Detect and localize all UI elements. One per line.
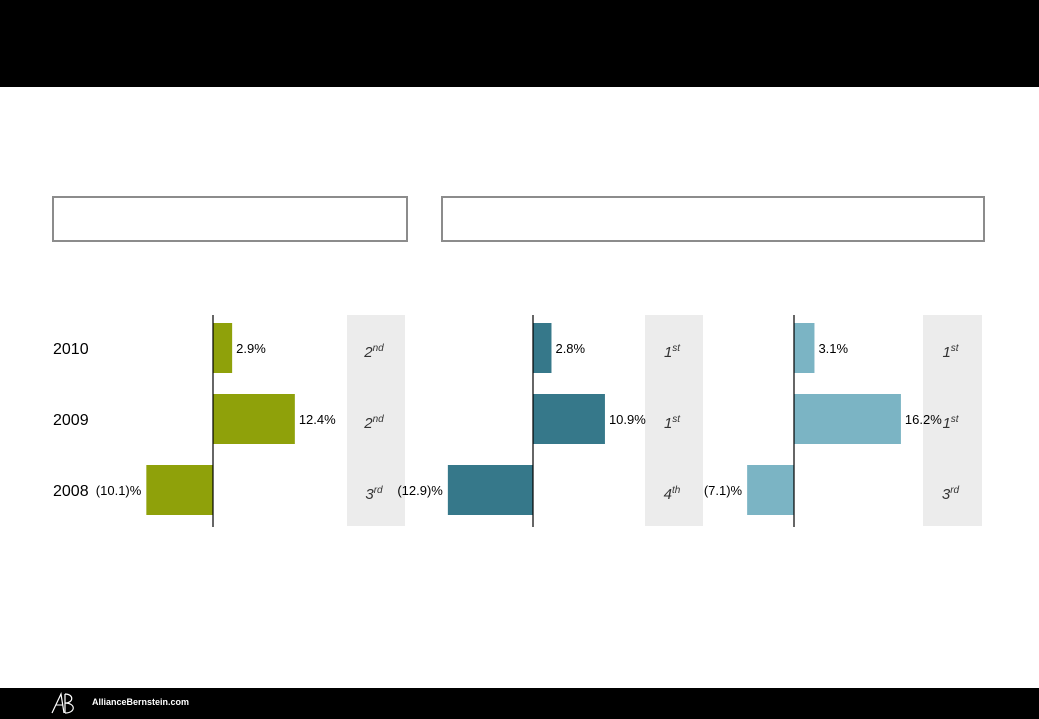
bar [213, 394, 295, 444]
data-label: (7.1)% [704, 483, 743, 498]
footer-bar: AllianceBernstein.com [0, 688, 1039, 719]
bar [533, 394, 605, 444]
rank-suffix: rd [950, 485, 959, 496]
bar [146, 465, 213, 515]
category-label: 2009 [53, 412, 89, 429]
data-label: 12.4% [299, 412, 336, 427]
data-label: 2.9% [236, 341, 266, 356]
bar [747, 465, 794, 515]
data-label: 3.1% [818, 341, 848, 356]
rank-suffix: st [672, 343, 681, 354]
data-label: 10.9% [609, 412, 646, 427]
bar [447, 465, 533, 515]
header-box-right [441, 196, 985, 242]
alliancebernstein-logo-icon [51, 692, 74, 714]
rank-suffix: th [672, 485, 681, 496]
category-label: 2010 [53, 341, 89, 358]
rank-suffix: nd [373, 414, 385, 425]
bar [213, 323, 233, 373]
data-label: (10.1)% [96, 483, 142, 498]
rank-suffix: nd [373, 343, 385, 354]
rank-suffix: rd [374, 485, 383, 496]
rank-panel-bg [645, 315, 703, 526]
rank-panel-bg [347, 315, 405, 526]
data-label: 16.2% [905, 412, 942, 427]
top-banner [0, 0, 1039, 87]
data-label: 2.8% [555, 341, 585, 356]
footer-site-link[interactable]: AllianceBernstein.com [92, 697, 190, 707]
header-box-left [52, 196, 408, 242]
category-label: 2008 [53, 483, 89, 500]
bar [794, 394, 901, 444]
rank-suffix: st [951, 343, 960, 354]
data-label: (12.9)% [397, 483, 443, 498]
bar [533, 323, 552, 373]
rank-suffix: st [951, 414, 960, 425]
rank-panel-bg [923, 315, 982, 526]
bar [794, 323, 815, 373]
rank-suffix: st [672, 414, 681, 425]
